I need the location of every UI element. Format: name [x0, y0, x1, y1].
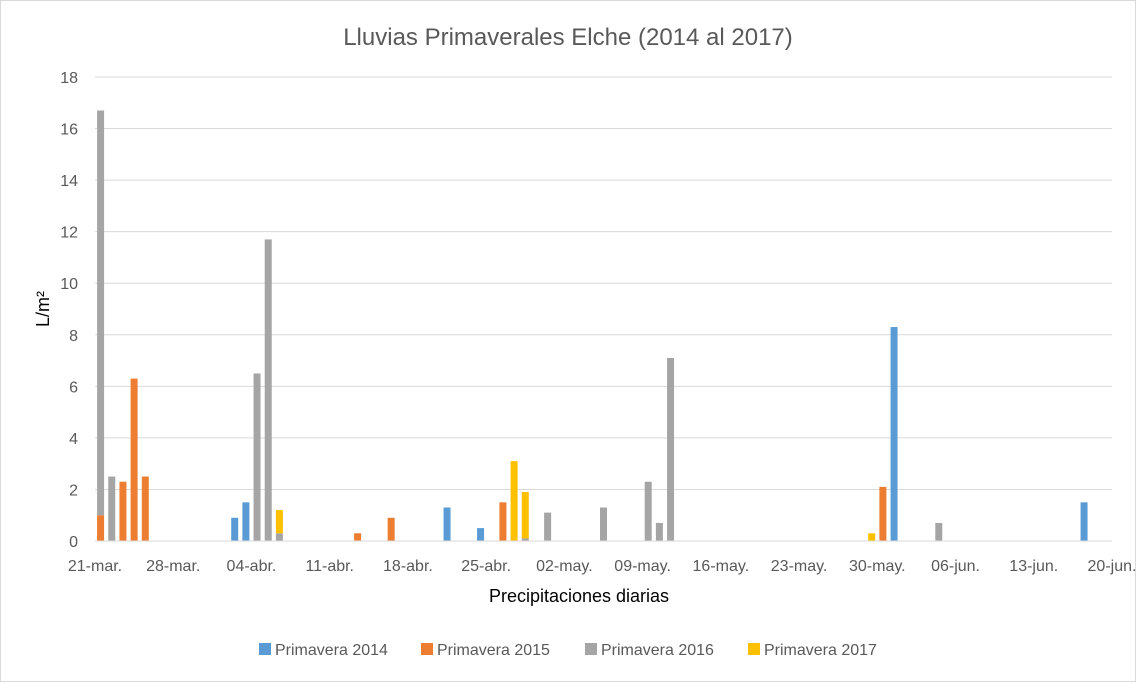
x-tick-label: 18-abr.: [383, 558, 433, 575]
legend-label: Primavera 2017: [764, 642, 877, 659]
y-tick-label: 12: [60, 225, 78, 242]
bar: [275, 510, 283, 534]
legend-swatch: [585, 643, 597, 655]
x-tick-label: 20-jun.: [1088, 558, 1136, 575]
bar: [510, 461, 518, 541]
bar: [387, 517, 395, 541]
bar: [97, 515, 105, 541]
bar: [890, 327, 898, 541]
y-tick-label: 18: [60, 70, 78, 87]
bar: [231, 517, 239, 541]
bar: [130, 378, 138, 541]
x-axis-ticks: 21-mar. 28-mar. 04-abr. 11-abr. 18-abr. 25-ab…: [68, 558, 1136, 575]
x-tick-label: 09-may.: [614, 558, 671, 575]
bar: [879, 486, 887, 541]
x-tick-label: 02-may.: [536, 558, 593, 575]
legend-label: Primavera 2014: [275, 642, 388, 659]
x-tick-label: 13-jun.: [1009, 558, 1058, 575]
gridlines: [95, 76, 1112, 490]
bar: [264, 239, 272, 541]
legend-swatch: [748, 643, 760, 655]
bar: [242, 502, 250, 541]
x-tick-label: 30-may.: [849, 558, 906, 575]
bar: [275, 533, 283, 541]
bar: [600, 507, 607, 541]
y-tick-label: 16: [60, 122, 78, 139]
legend-label: Primavera 2015: [437, 642, 550, 659]
x-tick-label: 25-abr.: [461, 558, 511, 575]
x-axis-title: Precipitaciones diarias: [489, 586, 669, 606]
bar: [477, 528, 485, 541]
bar: [354, 533, 362, 541]
bar: [521, 492, 529, 539]
y-axis-ticks: 0 2 4 6 8 10 12 14 16 18: [60, 70, 78, 551]
bar: [97, 110, 105, 516]
x-tick-label: 16-may.: [693, 558, 750, 575]
x-tick-label: 23-may.: [771, 558, 828, 575]
bar: [544, 512, 552, 541]
x-tick-label: 06-jun.: [931, 558, 980, 575]
bar: [521, 538, 529, 541]
x-tick-label: 11-abr.: [305, 558, 354, 575]
x-tick-label: 28-mar.: [146, 558, 200, 575]
bar: [499, 502, 507, 541]
legend-swatch: [259, 643, 271, 655]
y-tick-label: 10: [60, 276, 78, 293]
bars: [97, 110, 1088, 541]
bar: [141, 476, 149, 541]
y-axis-title: L/m²: [33, 291, 53, 327]
bar: [655, 522, 663, 541]
y-tick-label: 6: [69, 379, 78, 396]
y-tick-label: 8: [69, 328, 78, 345]
bar: [868, 533, 876, 541]
legend: Primavera 2014 Primavera 2015 Primavera 20…: [259, 642, 877, 659]
bar: [644, 481, 652, 541]
y-tick-label: 2: [69, 482, 78, 499]
y-tick-label: 0: [69, 534, 78, 551]
bar: [253, 373, 261, 541]
chart-title: Lluvias Primaverales Elche (2014 al 2017…: [343, 24, 793, 51]
bar: [443, 507, 451, 541]
x-tick-label: 21-mar.: [68, 558, 122, 575]
y-tick-label: 14: [60, 173, 78, 190]
bar: [935, 522, 943, 541]
bar: [667, 357, 675, 541]
legend-swatch: [421, 643, 433, 655]
y-tick-label: 4: [69, 431, 78, 448]
bar: [1080, 502, 1088, 541]
legend-label: Primavera 2016: [601, 642, 714, 659]
bar: [108, 476, 116, 541]
bar: [119, 481, 127, 541]
x-tick-label: 04-abr.: [227, 558, 277, 575]
